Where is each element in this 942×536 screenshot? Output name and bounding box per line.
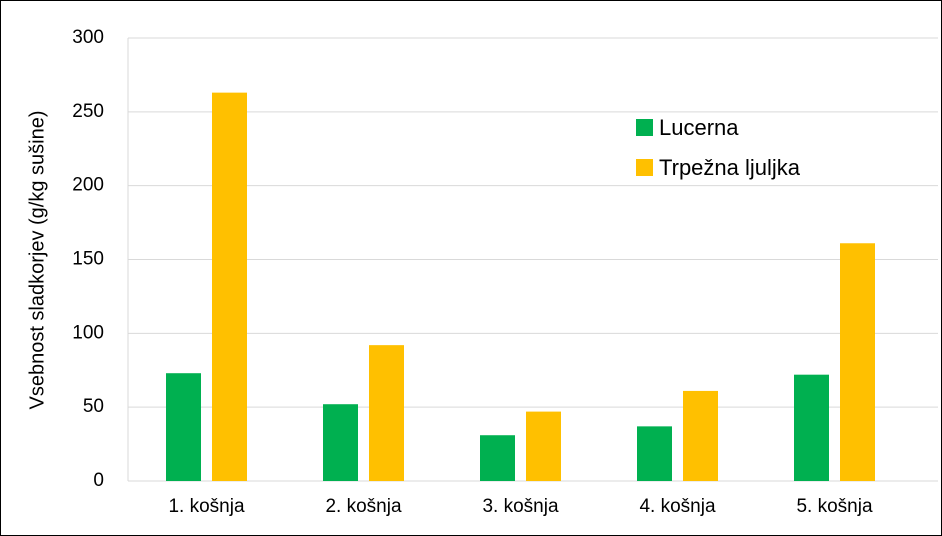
x-tick-label: 2. košnja: [325, 496, 401, 517]
y-tick-label: 0: [93, 470, 104, 491]
y-tick-label: 100: [72, 322, 104, 343]
x-tick-label: 5. košnja: [796, 496, 872, 517]
y-tick-label: 300: [72, 27, 104, 48]
y-tick-label: 150: [72, 249, 104, 270]
bar: [683, 390, 718, 481]
bar: [212, 92, 247, 482]
bar: [637, 426, 672, 481]
x-tick-label: 1. košnja: [168, 496, 244, 517]
legend-swatch: [636, 159, 653, 176]
x-tick-label: 3. košnja: [482, 496, 558, 517]
y-tick-label: 250: [72, 101, 104, 122]
bar: [369, 345, 404, 481]
y-tick-label: 200: [72, 175, 104, 196]
bar: [840, 243, 875, 481]
x-tick-label: 4. košnja: [639, 496, 715, 517]
legend-label: Trpežna ljuljka: [659, 155, 801, 180]
bar: [480, 435, 515, 481]
y-tick-label: 50: [83, 396, 104, 417]
legend-label: Lucerna: [659, 115, 739, 140]
bar: [166, 373, 201, 481]
bar: [526, 411, 561, 481]
legend-swatch: [636, 119, 653, 136]
bar: [794, 374, 829, 481]
y-axis-label: Vsebnost sladkorjev (g/kg sušine): [26, 110, 48, 409]
bar: [323, 404, 358, 481]
